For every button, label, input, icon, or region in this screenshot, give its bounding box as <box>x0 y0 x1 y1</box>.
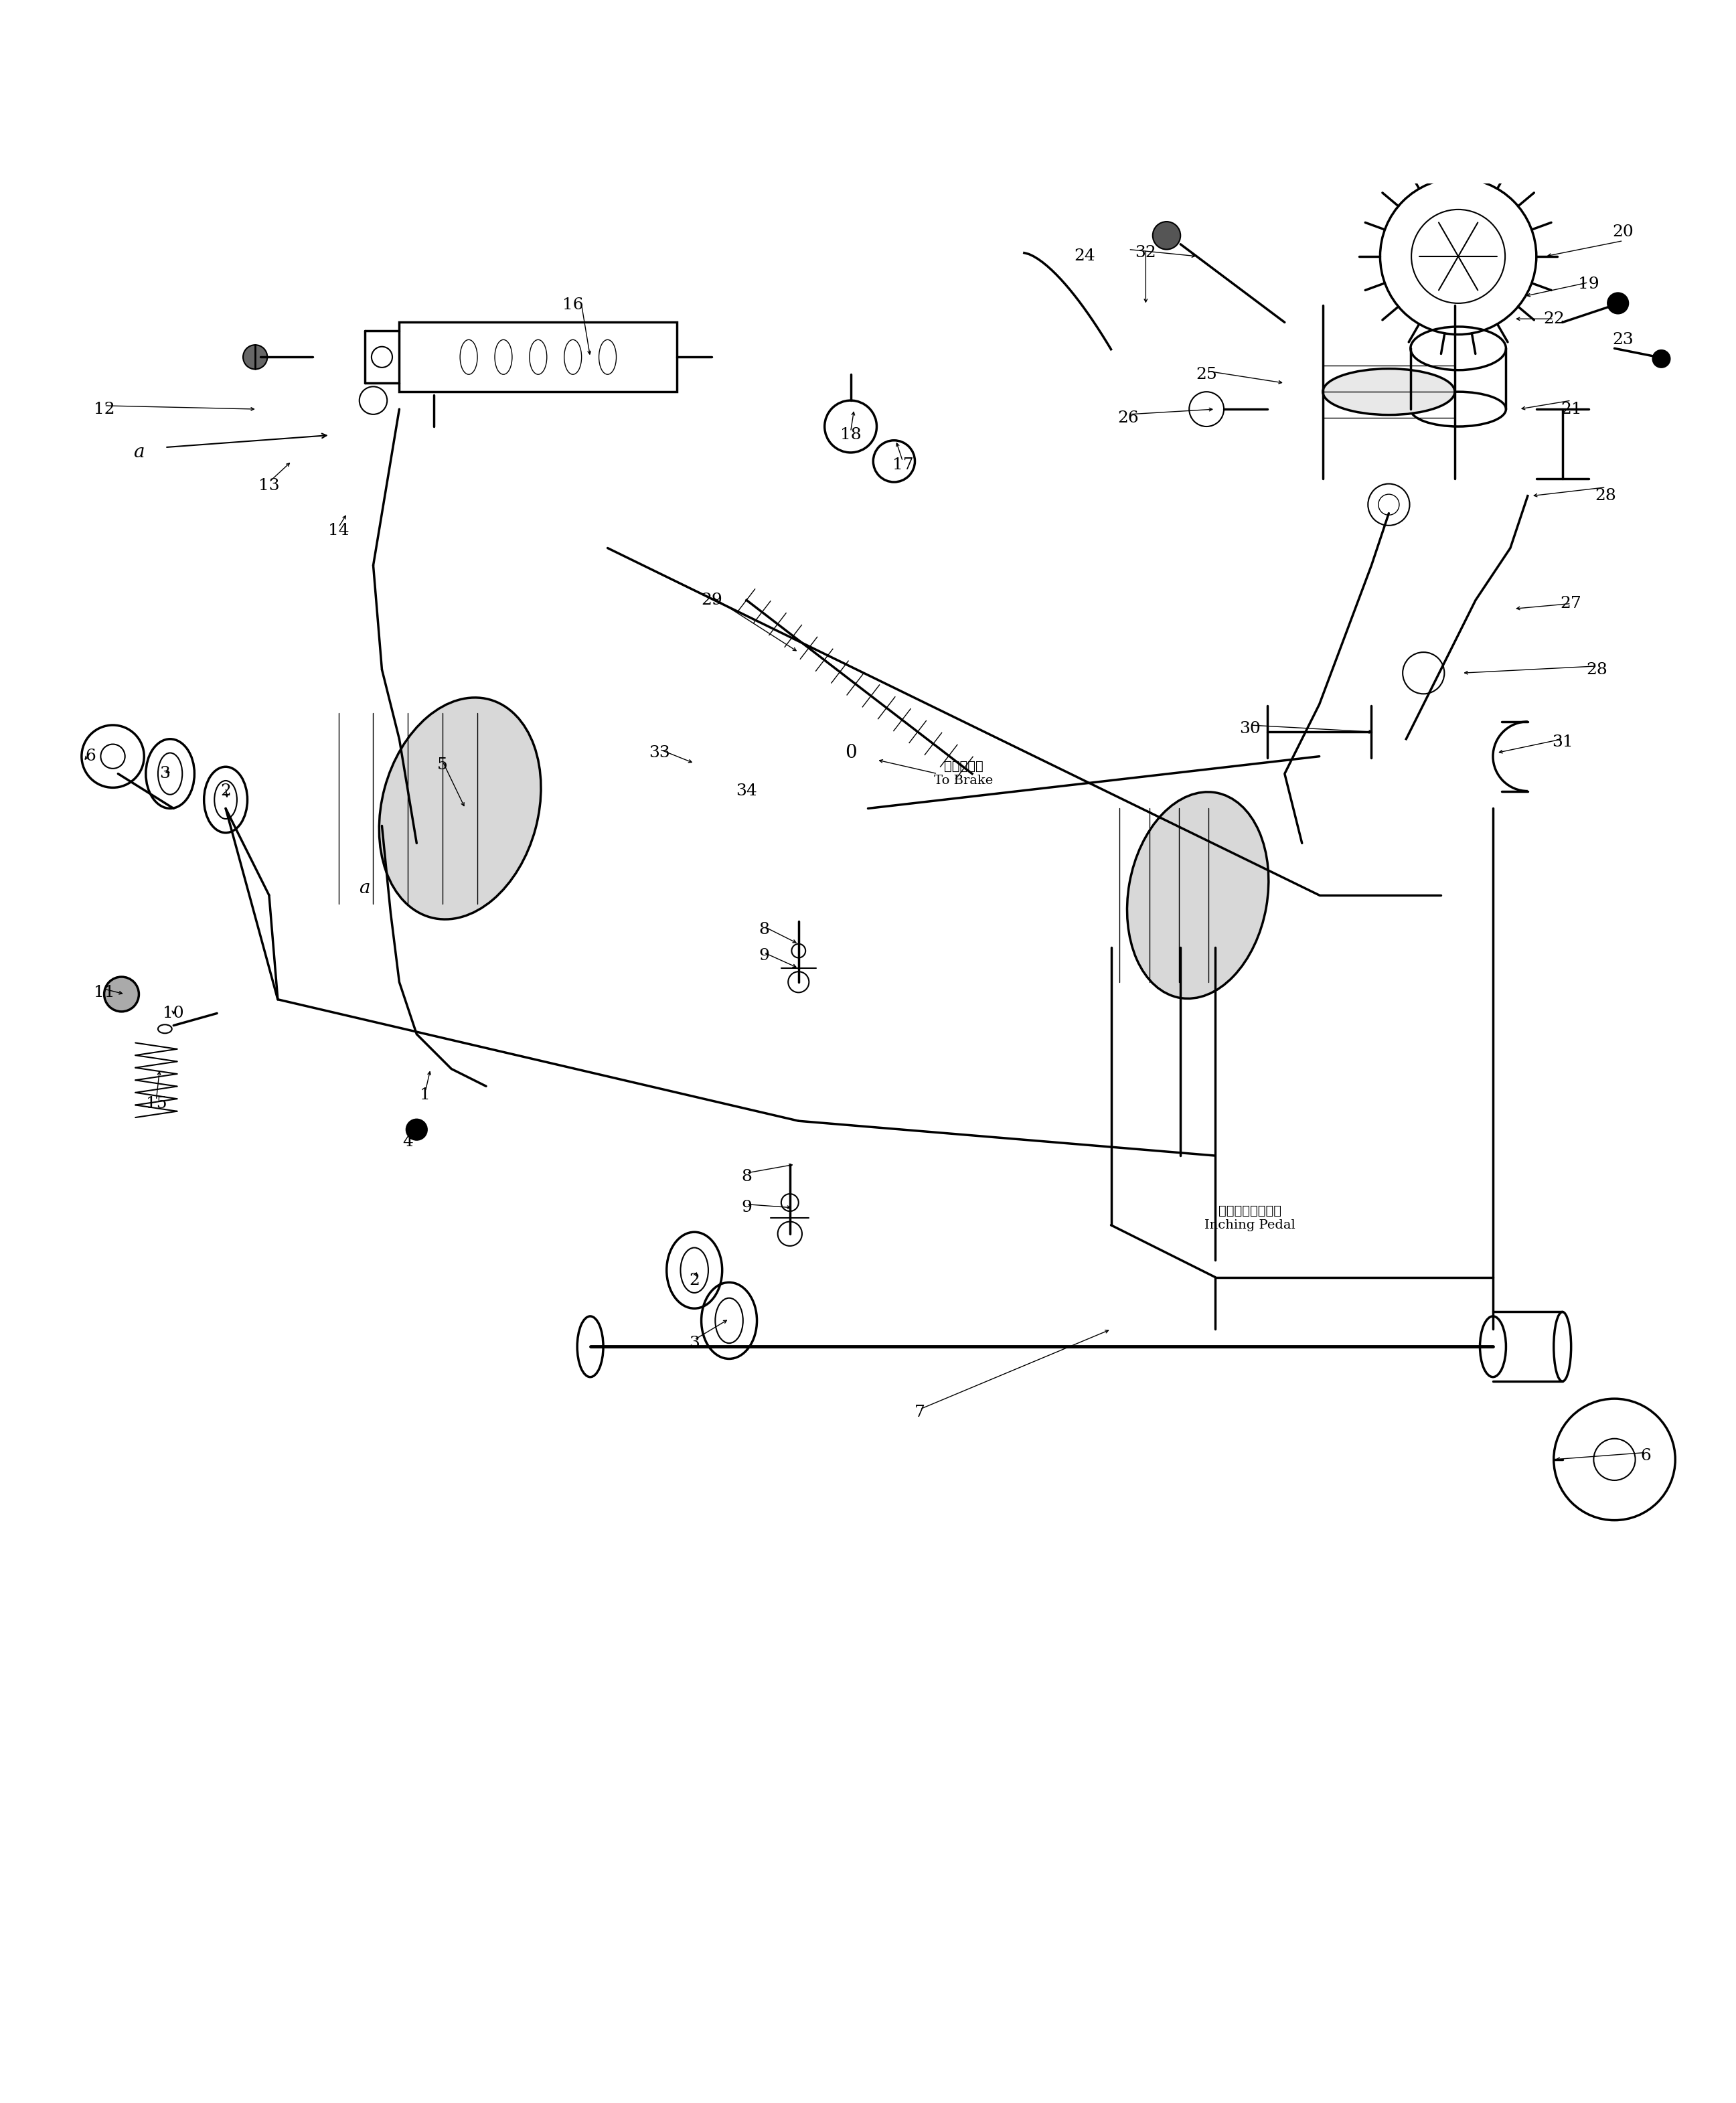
Text: 24: 24 <box>1075 248 1095 265</box>
Text: 28: 28 <box>1595 488 1616 503</box>
Circle shape <box>1153 221 1180 250</box>
Ellipse shape <box>378 698 542 919</box>
Text: 4: 4 <box>403 1134 413 1150</box>
Text: 13: 13 <box>259 477 279 494</box>
Text: 2: 2 <box>220 784 231 799</box>
Text: 3: 3 <box>160 765 170 782</box>
Text: 19: 19 <box>1578 275 1599 292</box>
Text: 17: 17 <box>892 456 913 473</box>
Text: 29: 29 <box>701 593 722 608</box>
Circle shape <box>104 978 139 1012</box>
Text: 7: 7 <box>915 1405 925 1420</box>
Text: 23: 23 <box>1613 332 1634 347</box>
Text: 27: 27 <box>1561 595 1581 612</box>
Text: 10: 10 <box>163 1005 184 1020</box>
Circle shape <box>406 1119 427 1140</box>
Text: a: a <box>359 879 370 898</box>
Text: ブレーキへ
To Brake: ブレーキへ To Brake <box>934 761 993 787</box>
Text: 0: 0 <box>845 744 856 761</box>
Text: 33: 33 <box>649 744 670 761</box>
Text: 9: 9 <box>741 1201 752 1216</box>
Text: 8: 8 <box>759 923 769 938</box>
Text: 14: 14 <box>328 524 349 538</box>
Text: 9: 9 <box>759 948 769 963</box>
Text: 5: 5 <box>437 757 448 772</box>
Ellipse shape <box>1323 368 1455 414</box>
Text: 34: 34 <box>736 784 757 799</box>
Text: 8: 8 <box>741 1169 752 1184</box>
Circle shape <box>1653 349 1670 368</box>
Circle shape <box>1608 292 1628 313</box>
Text: 15: 15 <box>146 1096 167 1110</box>
Text: 31: 31 <box>1552 734 1573 751</box>
Text: 21: 21 <box>1561 402 1581 416</box>
Text: 6: 6 <box>1641 1449 1651 1464</box>
Text: 1: 1 <box>420 1087 431 1102</box>
Bar <box>399 322 677 391</box>
Text: 26: 26 <box>1118 410 1139 425</box>
Text: a: a <box>134 444 144 461</box>
Text: インチングペダル
Inching Pedal: インチングペダル Inching Pedal <box>1205 1205 1295 1230</box>
Text: 16: 16 <box>562 297 583 313</box>
Text: 18: 18 <box>840 427 861 444</box>
Text: 30: 30 <box>1240 721 1260 736</box>
Text: 20: 20 <box>1613 225 1634 240</box>
Text: 32: 32 <box>1135 246 1156 261</box>
Text: 3: 3 <box>689 1335 700 1350</box>
Text: 6: 6 <box>85 749 95 763</box>
Circle shape <box>243 345 267 370</box>
Text: 11: 11 <box>94 984 115 1001</box>
Text: 12: 12 <box>94 402 115 416</box>
Text: 25: 25 <box>1196 366 1217 383</box>
Text: 28: 28 <box>1587 662 1608 677</box>
Text: 2: 2 <box>689 1272 700 1289</box>
Ellipse shape <box>1127 793 1269 999</box>
Text: 22: 22 <box>1543 311 1564 326</box>
